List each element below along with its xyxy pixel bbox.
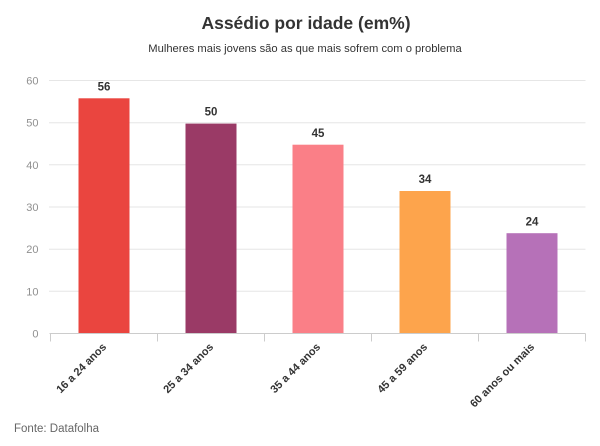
svg-text:34: 34 (419, 174, 432, 186)
svg-text:24: 24 (526, 216, 539, 228)
svg-text:60: 60 (26, 76, 38, 88)
svg-text:0: 0 (32, 329, 38, 341)
svg-text:Mulheres mais jovens são as qu: Mulheres mais jovens são as que mais sof… (148, 43, 462, 55)
svg-text:40: 40 (26, 160, 38, 172)
svg-text:30: 30 (26, 202, 38, 214)
svg-text:56: 56 (98, 81, 111, 93)
svg-text:10: 10 (26, 286, 38, 298)
svg-text:50: 50 (26, 118, 38, 130)
svg-text:20: 20 (26, 244, 38, 256)
svg-text:45: 45 (312, 128, 325, 140)
svg-text:Assédio por idade (em%): Assédio por idade (em%) (201, 13, 410, 33)
svg-text:50: 50 (205, 107, 218, 119)
svg-text:Fonte: Datafolha: Fonte: Datafolha (14, 423, 100, 435)
